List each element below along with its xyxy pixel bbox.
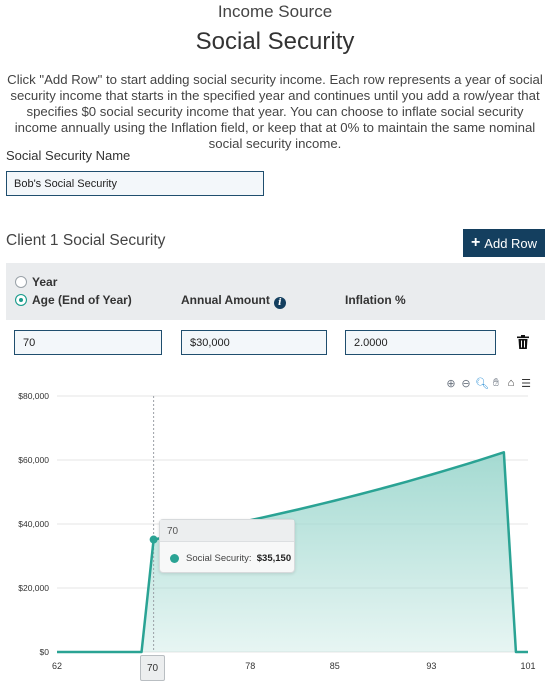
chart-toolbar: ⊕ ⊖ 🔍︎ ✋︎ ⌂ ☰	[445, 377, 532, 390]
trash-icon[interactable]	[517, 335, 529, 349]
header-subtitle: Income Source	[217, 2, 333, 21]
tooltip-text: Social Security: $35,150	[186, 553, 292, 564]
x-tick-label: 93	[426, 661, 436, 671]
x-tick-label: 101	[520, 661, 535, 671]
y-tick-label: $40,000	[18, 519, 49, 529]
menu-icon[interactable]: ☰	[521, 378, 531, 390]
section-title: Client 1 Social Security	[6, 232, 166, 249]
x-tick-label: 62	[52, 661, 62, 671]
tooltip-series-dot	[170, 554, 179, 563]
page-title: Social Security	[195, 28, 355, 55]
tooltip-header: 70	[160, 520, 294, 542]
grid-header: Year Age (End of Year) Annual Amount i In…	[6, 263, 545, 320]
info-icon[interactable]: i	[273, 297, 286, 309]
name-field-label: Social Security Name	[6, 148, 131, 163]
chart-tooltip: 70 Social Security: $35,150	[159, 519, 295, 573]
zoom-in-icon[interactable]: ⊕	[446, 378, 456, 390]
add-row-label: Add Row	[484, 235, 538, 251]
hovered-data-point	[149, 535, 158, 544]
intro-text: Click "Add Row" to start adding social s…	[7, 72, 543, 151]
radio-year-label[interactable]: Year	[32, 275, 58, 289]
radio-age[interactable]	[15, 294, 27, 306]
social-security-name-input[interactable]	[6, 171, 264, 196]
pan-hand-icon[interactable]: ✋︎	[492, 377, 500, 389]
y-tick-label: $80,000	[18, 391, 49, 401]
y-tick-label: $0	[40, 647, 50, 657]
magnify-icon[interactable]: 🔍︎	[475, 378, 489, 390]
x-tick-label: 78	[245, 661, 255, 671]
x-tick-label: 85	[330, 661, 340, 671]
crosshair-x-label: 70	[140, 655, 165, 681]
plus-icon: +	[470, 234, 481, 251]
radio-age-label[interactable]: Age (End of Year)	[32, 293, 132, 307]
inflation-input[interactable]	[345, 330, 496, 355]
y-tick-label: $60,000	[18, 455, 49, 465]
zoom-out-icon[interactable]: ⊖	[461, 378, 471, 390]
y-tick-label: $20,000	[18, 583, 49, 593]
home-icon[interactable]: ⌂	[507, 377, 515, 389]
column-header-inflation: Inflation %	[345, 293, 406, 307]
annual-amount-input[interactable]	[181, 330, 327, 355]
age-input[interactable]	[14, 330, 162, 355]
radio-year[interactable]	[15, 276, 27, 288]
add-row-button[interactable]: + Add Row	[463, 229, 545, 257]
column-header-amount: Annual Amount i	[181, 293, 286, 309]
